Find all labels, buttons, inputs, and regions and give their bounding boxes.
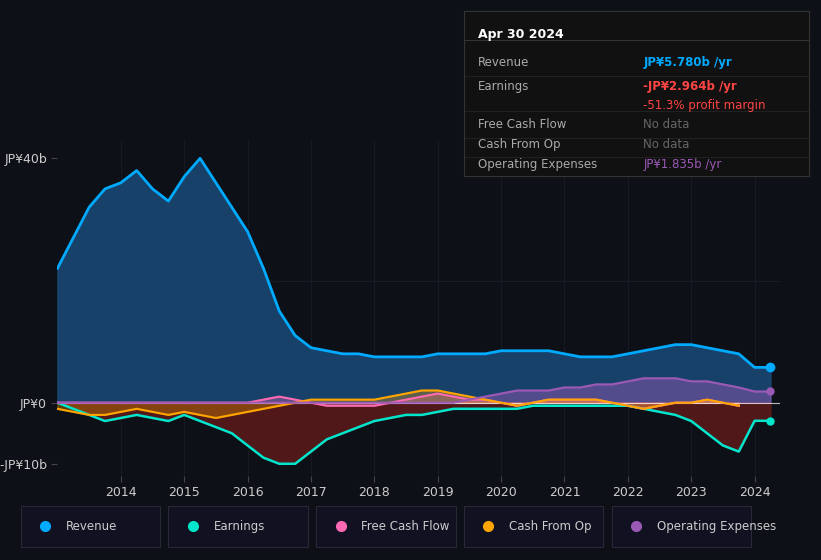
Text: Cash From Op: Cash From Op xyxy=(509,520,591,533)
Text: Apr 30 2024: Apr 30 2024 xyxy=(478,28,563,41)
Bar xyxy=(612,506,751,547)
Bar xyxy=(316,506,456,547)
Text: Operating Expenses: Operating Expenses xyxy=(478,158,597,171)
Text: Revenue: Revenue xyxy=(66,520,117,533)
Text: Free Cash Flow: Free Cash Flow xyxy=(478,118,566,130)
Text: -JP¥2.964b /yr: -JP¥2.964b /yr xyxy=(643,80,737,93)
Bar xyxy=(464,506,603,547)
Text: No data: No data xyxy=(643,118,690,130)
Text: Operating Expenses: Operating Expenses xyxy=(657,520,776,533)
Text: JP¥1.835b /yr: JP¥1.835b /yr xyxy=(643,158,722,171)
Text: -51.3% profit margin: -51.3% profit margin xyxy=(643,99,766,112)
Text: Revenue: Revenue xyxy=(478,56,529,69)
Text: Earnings: Earnings xyxy=(478,80,529,93)
Text: Earnings: Earnings xyxy=(213,520,265,533)
Text: JP¥5.780b /yr: JP¥5.780b /yr xyxy=(643,56,732,69)
Text: No data: No data xyxy=(643,138,690,151)
Text: Cash From Op: Cash From Op xyxy=(478,138,560,151)
Bar xyxy=(21,506,160,547)
Text: Free Cash Flow: Free Cash Flow xyxy=(361,520,450,533)
Bar xyxy=(168,506,308,547)
